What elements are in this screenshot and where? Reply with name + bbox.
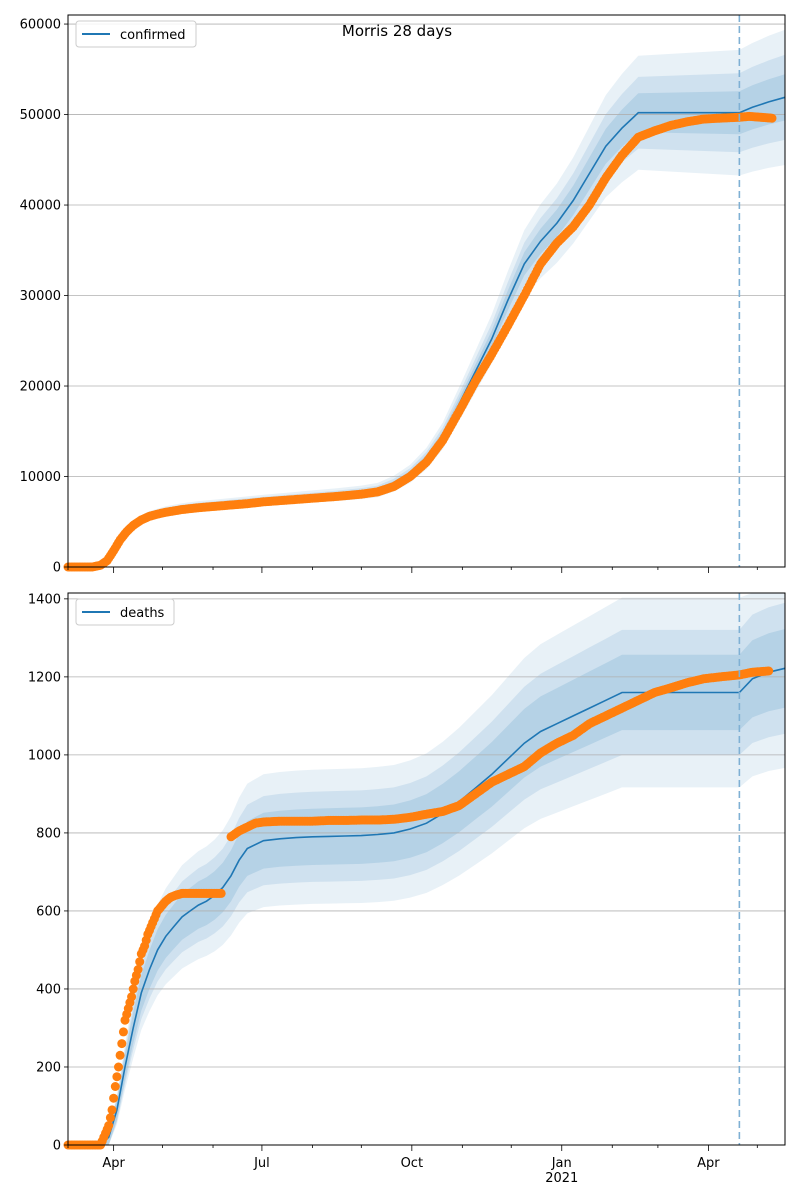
- y-tick-label: 200: [36, 1060, 61, 1075]
- y-tick-label: 0: [53, 561, 61, 576]
- y-tick-label: 1400: [28, 592, 61, 607]
- y-tick-label: 0: [53, 1139, 61, 1154]
- confirmed-panel: 0 10000 20000 30000 40000 50000 60000 Morris 2…: [20, 14, 786, 576]
- chart-title: Morris 28 days: [342, 22, 452, 40]
- observed-point: [105, 1113, 115, 1123]
- y-tick-label: 10000: [20, 470, 61, 485]
- x-tick-label: Oct: [401, 1156, 423, 1171]
- observed-point: [117, 1039, 127, 1049]
- uncertainty-band-2: [68, 74, 785, 567]
- y-tick-label: 1200: [28, 670, 61, 685]
- observed-point: [216, 888, 226, 898]
- observed-point: [135, 957, 145, 967]
- x-tick-label: Apr: [102, 1156, 125, 1171]
- x-tick-label: Jan: [551, 1156, 572, 1171]
- confirmed-y-ticks: 0 10000 20000 30000 40000 50000 60000: [20, 18, 68, 576]
- y-tick-label: 60000: [20, 18, 61, 33]
- confirmed-x-ticks: [67, 567, 758, 573]
- observed-point: [109, 1093, 119, 1103]
- confirmed-uncertainty-bands: [68, 29, 785, 568]
- y-tick-label: 400: [36, 982, 61, 997]
- y-tick-label: 40000: [20, 199, 61, 214]
- legend-box: [75, 20, 197, 48]
- x-tick-label: Jul: [253, 1156, 270, 1171]
- deaths-legend: deaths: [75, 598, 175, 626]
- legend-label-deaths: deaths: [120, 606, 165, 621]
- y-tick-label: 800: [36, 826, 61, 841]
- deaths-uncertainty-bands: [68, 593, 785, 1145]
- confirmed-observed-points: [63, 111, 777, 572]
- uncertainty-band-0: [68, 29, 785, 567]
- axes-frame: [67, 14, 786, 568]
- confirmed-legend: confirmed: [75, 20, 197, 48]
- y-tick-label: 30000: [20, 289, 61, 304]
- y-tick-label: 1000: [28, 748, 61, 763]
- observed-point: [104, 1121, 114, 1130]
- observed-point: [112, 1072, 122, 1082]
- deaths-axes: [67, 592, 786, 1146]
- model-line-fitted: [68, 691, 740, 1146]
- x-tick-label: Apr: [697, 1156, 720, 1171]
- uncertainty-band-0: [68, 593, 785, 1145]
- y-tick-label: 600: [36, 904, 61, 919]
- observed-point: [118, 1027, 128, 1037]
- uncertainty-band-1: [68, 602, 785, 1145]
- observed-point: [764, 666, 774, 676]
- legend-box: [75, 598, 175, 626]
- observed-point: [107, 1105, 117, 1115]
- observed-point: [133, 965, 143, 974]
- deaths-observed-points: [63, 666, 774, 1150]
- observed-point: [114, 1062, 123, 1072]
- observed-point: [128, 984, 138, 994]
- y-tick-label: 20000: [20, 380, 61, 395]
- x-year-label: 2021: [545, 1171, 578, 1186]
- y-tick-label: 50000: [20, 108, 61, 123]
- confirmed-axes: [67, 14, 786, 568]
- legend-label-confirmed: confirmed: [120, 28, 186, 43]
- deaths-y-ticks: 0 200 400 600 800 1000 1200 1400: [28, 592, 68, 1154]
- observed-point: [110, 1082, 120, 1091]
- observed-point: [767, 113, 777, 123]
- deaths-x-ticks: Apr Jul Oct Jan Apr 2021: [67, 1145, 758, 1186]
- observed-point: [127, 992, 137, 1002]
- observed-point: [115, 1050, 125, 1060]
- axes-frame: [67, 592, 786, 1146]
